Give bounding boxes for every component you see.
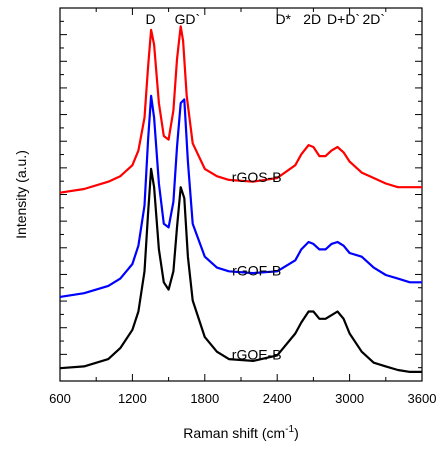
x-axis-label: Raman shift (cm-1) — [183, 424, 299, 441]
x-axis-label-text: Raman shift (cm — [183, 425, 285, 441]
plot-border — [59, 7, 423, 382]
band-label: D+D` — [327, 11, 360, 27]
series-layer: rGOS-B rGOF-B rGOE-B — [59, 25, 422, 373]
x-tick-label: 3600 — [408, 391, 437, 406]
series-label: rGOF-B — [232, 262, 281, 278]
band-label: G — [175, 11, 186, 27]
band-labels: D G D` D* 2D D+D` 2D` — [145, 11, 385, 27]
series-line-rGOF-B — [59, 94, 422, 298]
series-label: rGOE-B — [232, 346, 282, 362]
axis-labels: Raman shift (cm-1) Intensity (a.u.) — [13, 150, 299, 441]
band-label: 2D — [303, 11, 321, 27]
x-tick-label: 1800 — [190, 391, 219, 406]
x-tick-label: 600 — [49, 391, 71, 406]
x-tick-label: 1200 — [118, 391, 147, 406]
x-tick-label: 2400 — [263, 391, 292, 406]
x-axis-label-end: ) — [294, 425, 299, 441]
y-axis-label: Intensity (a.u.) — [13, 150, 29, 239]
band-label: D` — [185, 11, 200, 27]
x-tick-label: 3000 — [335, 391, 364, 406]
band-label: D — [145, 11, 155, 27]
series-label: rGOS-B — [232, 169, 282, 185]
axis-ticks: 600 1200 1800 2400 3000 3600 — [49, 8, 436, 406]
x-axis-label-superscript: -1 — [285, 424, 294, 435]
series-line-rGOE-B — [59, 167, 422, 373]
plot-frame — [59, 7, 423, 382]
series-line-rGOS-B — [59, 25, 422, 194]
band-label: D* — [275, 11, 291, 27]
band-label: 2D` — [362, 11, 385, 27]
